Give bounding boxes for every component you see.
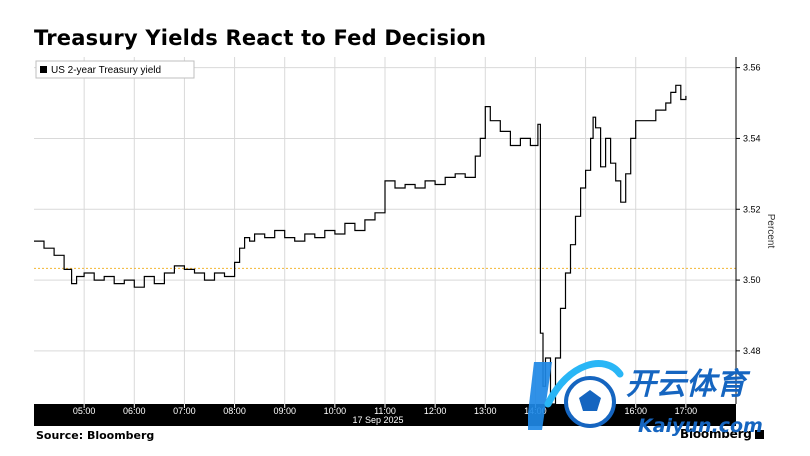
y-tick-label: 3.50: [743, 275, 761, 285]
x-tick-label: 12:00: [424, 406, 447, 416]
watermark-k-icon: [528, 362, 552, 430]
x-axis-bar: [34, 404, 736, 426]
x-tick-label: 06:00: [123, 406, 146, 416]
x-tick-label: 17:00: [675, 406, 698, 416]
bloomberg-logo-icon: [754, 430, 764, 439]
brand-text: Bloomberg: [680, 427, 752, 441]
x-tick-label: 09:00: [273, 406, 296, 416]
y-tick-label: 3.54: [743, 133, 761, 143]
x-tick-label: 11:00: [374, 406, 396, 416]
chart-title: Treasury Yields React to Fed Decision: [34, 26, 487, 50]
source-note: Source: Bloomberg: [36, 429, 155, 442]
series-line: [34, 84, 687, 405]
series-layer: [34, 84, 687, 405]
x-tick-label: 05:00: [73, 406, 96, 416]
x-tick-label: 16:00: [624, 406, 647, 416]
legend-swatch-icon: [40, 66, 47, 73]
y-axis-label: Percent: [765, 214, 776, 249]
y-tick-label: 3.48: [743, 346, 761, 356]
legend-box: [35, 60, 195, 79]
watermark-swoosh-icon: [544, 360, 624, 408]
watermark-latin-text: Kaiyun.com: [638, 415, 763, 437]
y-tick-layer: 3.56 3.54 3.52 3.50 3.48: [736, 63, 761, 356]
x-tick-label: 07:00: [173, 406, 196, 416]
grid-layer: [34, 57, 736, 404]
x-tick-label: 08:00: [223, 406, 246, 416]
x-tick-layer: 05:00 06:00 07:00 08:00 09:00 10:00 11:00 12:00…: [73, 404, 697, 416]
watermark-ball-patch-icon: [579, 390, 601, 411]
legend-label: US 2-year Treasury yield: [51, 65, 161, 76]
y-tick-label: 3.52: [743, 204, 761, 214]
x-tick-label: 13:00: [474, 406, 497, 416]
legend: US 2-year Treasury yield: [35, 60, 195, 79]
watermark-cn-text: 开云体育: [626, 367, 751, 402]
watermark-logo: 开云体育 Kaiyun.com: [528, 360, 763, 437]
date-label: 17 Sep 2025: [352, 415, 403, 425]
y-tick-label: 3.56: [743, 63, 761, 73]
bloomberg-brand: Bloomberg: [680, 427, 764, 441]
x-tick-label: 10:00: [324, 406, 347, 416]
